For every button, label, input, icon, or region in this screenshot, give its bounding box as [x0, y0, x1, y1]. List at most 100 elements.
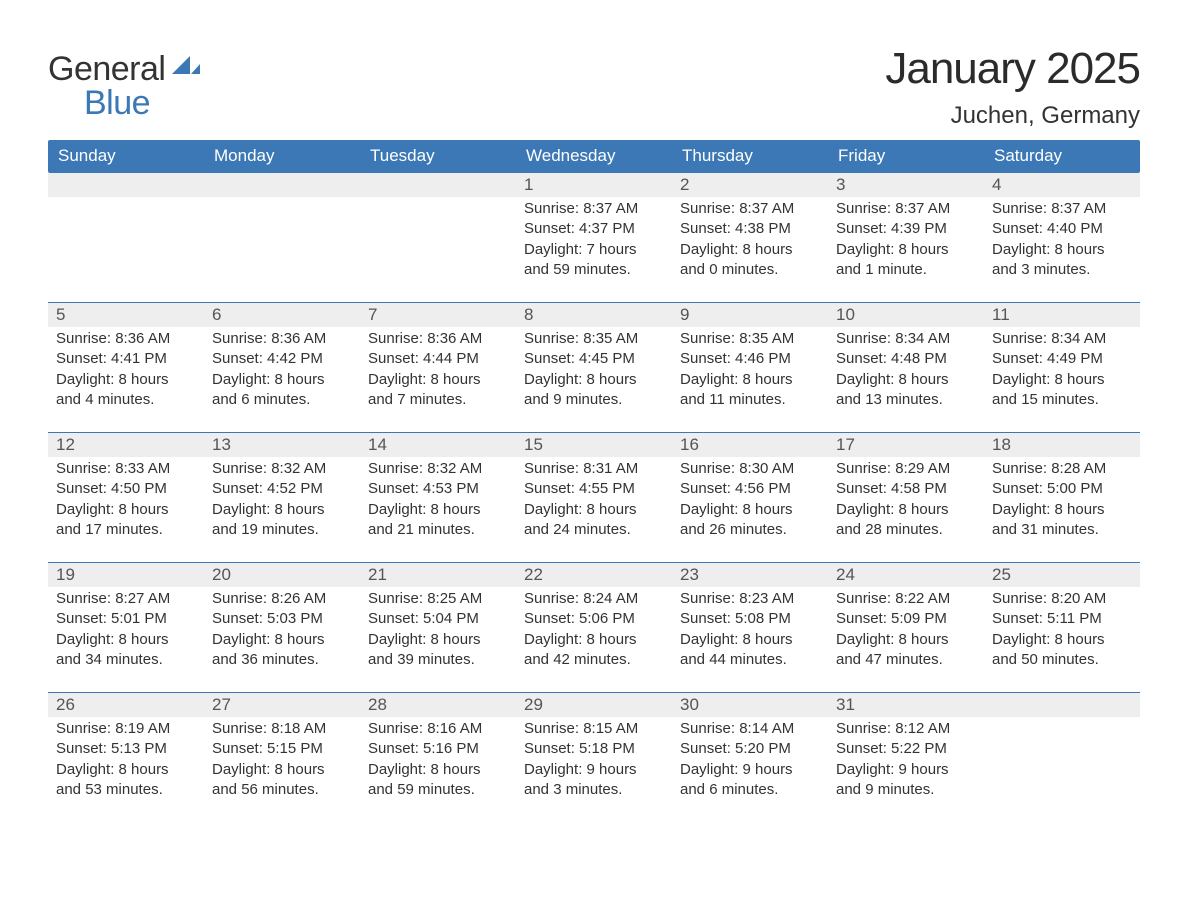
sunrise-line: Sunrise: 8:18 AM [212, 719, 352, 739]
sunrise-line: Sunrise: 8:34 AM [836, 329, 976, 349]
calendar-grid: SundayMondayTuesdayWednesdayThursdayFrid… [48, 140, 1140, 804]
sunset-line: Sunset: 4:42 PM [212, 349, 352, 369]
day-number-row: 567891011 [48, 303, 1140, 327]
daylight-line-1: Daylight: 8 hours [368, 500, 508, 520]
sunrise-line: Sunrise: 8:28 AM [992, 459, 1132, 479]
day-cell: Sunrise: 8:18 AMSunset: 5:15 PMDaylight:… [204, 717, 360, 804]
daylight-line-1: Daylight: 8 hours [836, 630, 976, 650]
sunset-line: Sunset: 5:08 PM [680, 609, 820, 629]
daylight-line-2: and 24 minutes. [524, 520, 664, 540]
daylight-line-1: Daylight: 8 hours [56, 760, 196, 780]
page-header: General Blue January 2025 Juchen, German… [48, 24, 1140, 130]
sunrise-line: Sunrise: 8:37 AM [680, 199, 820, 219]
daylight-line-1: Daylight: 8 hours [56, 500, 196, 520]
day-number: 1 [516, 173, 672, 197]
weekday-header-cell: Tuesday [360, 140, 516, 173]
day-number: 25 [984, 563, 1140, 587]
day-number: 14 [360, 433, 516, 457]
daylight-line-2: and 9 minutes. [836, 780, 976, 800]
logo-text-blue: Blue [84, 86, 200, 120]
daylight-line-2: and 21 minutes. [368, 520, 508, 540]
sunrise-line: Sunrise: 8:22 AM [836, 589, 976, 609]
sunrise-line: Sunrise: 8:30 AM [680, 459, 820, 479]
sunrise-line: Sunrise: 8:37 AM [524, 199, 664, 219]
sunset-line: Sunset: 5:16 PM [368, 739, 508, 759]
daylight-line-2: and 6 minutes. [212, 390, 352, 410]
daylight-line-2: and 39 minutes. [368, 650, 508, 670]
sunrise-line: Sunrise: 8:36 AM [368, 329, 508, 349]
weekday-header-cell: Wednesday [516, 140, 672, 173]
sunrise-line: Sunrise: 8:37 AM [836, 199, 976, 219]
day-cell: Sunrise: 8:26 AMSunset: 5:03 PMDaylight:… [204, 587, 360, 674]
daylight-line-2: and 3 minutes. [992, 260, 1132, 280]
sunset-line: Sunset: 4:40 PM [992, 219, 1132, 239]
sunset-line: Sunset: 4:46 PM [680, 349, 820, 369]
day-cell: Sunrise: 8:31 AMSunset: 4:55 PMDaylight:… [516, 457, 672, 544]
day-number: . [360, 173, 516, 197]
daylight-line-2: and 47 minutes. [836, 650, 976, 670]
sunset-line: Sunset: 4:41 PM [56, 349, 196, 369]
daylight-line-2: and 15 minutes. [992, 390, 1132, 410]
daylight-line-1: Daylight: 9 hours [524, 760, 664, 780]
daylight-line-1: Daylight: 8 hours [368, 630, 508, 650]
sunset-line: Sunset: 5:00 PM [992, 479, 1132, 499]
daylight-line-2: and 13 minutes. [836, 390, 976, 410]
weekday-header-row: SundayMondayTuesdayWednesdayThursdayFrid… [48, 140, 1140, 173]
day-cell: Sunrise: 8:32 AMSunset: 4:53 PMDaylight:… [360, 457, 516, 544]
day-cell: Sunrise: 8:27 AMSunset: 5:01 PMDaylight:… [48, 587, 204, 674]
sunset-line: Sunset: 4:44 PM [368, 349, 508, 369]
daylight-line-2: and 3 minutes. [524, 780, 664, 800]
day-cell: Sunrise: 8:33 AMSunset: 4:50 PMDaylight:… [48, 457, 204, 544]
title-block: January 2025 Juchen, Germany [885, 24, 1140, 130]
sunrise-line: Sunrise: 8:19 AM [56, 719, 196, 739]
sunrise-line: Sunrise: 8:31 AM [524, 459, 664, 479]
daylight-line-1: Daylight: 8 hours [680, 630, 820, 650]
daylight-line-2: and 6 minutes. [680, 780, 820, 800]
day-cell: Sunrise: 8:36 AMSunset: 4:41 PMDaylight:… [48, 327, 204, 414]
day-number: 4 [984, 173, 1140, 197]
sunrise-line: Sunrise: 8:35 AM [524, 329, 664, 349]
day-cell: Sunrise: 8:34 AMSunset: 4:49 PMDaylight:… [984, 327, 1140, 414]
day-number: 23 [672, 563, 828, 587]
page-title: January 2025 [885, 44, 1140, 94]
sunset-line: Sunset: 4:52 PM [212, 479, 352, 499]
daylight-line-1: Daylight: 8 hours [836, 370, 976, 390]
sunset-line: Sunset: 4:38 PM [680, 219, 820, 239]
sunrise-line: Sunrise: 8:26 AM [212, 589, 352, 609]
sunrise-line: Sunrise: 8:32 AM [212, 459, 352, 479]
daylight-line-1: Daylight: 8 hours [368, 370, 508, 390]
sunset-line: Sunset: 4:48 PM [836, 349, 976, 369]
logo-text-general: General [48, 50, 165, 88]
sunset-line: Sunset: 5:06 PM [524, 609, 664, 629]
daylight-line-2: and 28 minutes. [836, 520, 976, 540]
day-cell: Sunrise: 8:22 AMSunset: 5:09 PMDaylight:… [828, 587, 984, 674]
sunset-line: Sunset: 4:53 PM [368, 479, 508, 499]
sunrise-line: Sunrise: 8:36 AM [212, 329, 352, 349]
day-cell: Sunrise: 8:37 AMSunset: 4:39 PMDaylight:… [828, 197, 984, 284]
day-number: 9 [672, 303, 828, 327]
sunrise-line: Sunrise: 8:27 AM [56, 589, 196, 609]
daylight-line-1: Daylight: 8 hours [992, 370, 1132, 390]
day-cell: Sunrise: 8:14 AMSunset: 5:20 PMDaylight:… [672, 717, 828, 804]
day-cell: Sunrise: 8:24 AMSunset: 5:06 PMDaylight:… [516, 587, 672, 674]
daylight-line-2: and 42 minutes. [524, 650, 664, 670]
daylight-line-2: and 34 minutes. [56, 650, 196, 670]
sunrise-line: Sunrise: 8:12 AM [836, 719, 976, 739]
sunset-line: Sunset: 5:01 PM [56, 609, 196, 629]
day-cell: Sunrise: 8:34 AMSunset: 4:48 PMDaylight:… [828, 327, 984, 414]
sunset-line: Sunset: 5:20 PM [680, 739, 820, 759]
daylight-line-1: Daylight: 9 hours [680, 760, 820, 780]
daylight-line-1: Daylight: 8 hours [992, 240, 1132, 260]
day-number: 5 [48, 303, 204, 327]
day-body-row: Sunrise: 8:27 AMSunset: 5:01 PM Daylight:… [48, 587, 1140, 674]
daylight-line-2: and 44 minutes. [680, 650, 820, 670]
day-cell: Sunrise: 8:16 AMSunset: 5:16 PMDaylight:… [360, 717, 516, 804]
daylight-line-1: Daylight: 8 hours [212, 760, 352, 780]
sunrise-line: Sunrise: 8:23 AM [680, 589, 820, 609]
day-number-row: ...1234 [48, 173, 1140, 197]
day-number: 20 [204, 563, 360, 587]
weekday-header-cell: Friday [828, 140, 984, 173]
sunset-line: Sunset: 4:50 PM [56, 479, 196, 499]
day-number: 17 [828, 433, 984, 457]
daylight-line-1: Daylight: 8 hours [212, 500, 352, 520]
